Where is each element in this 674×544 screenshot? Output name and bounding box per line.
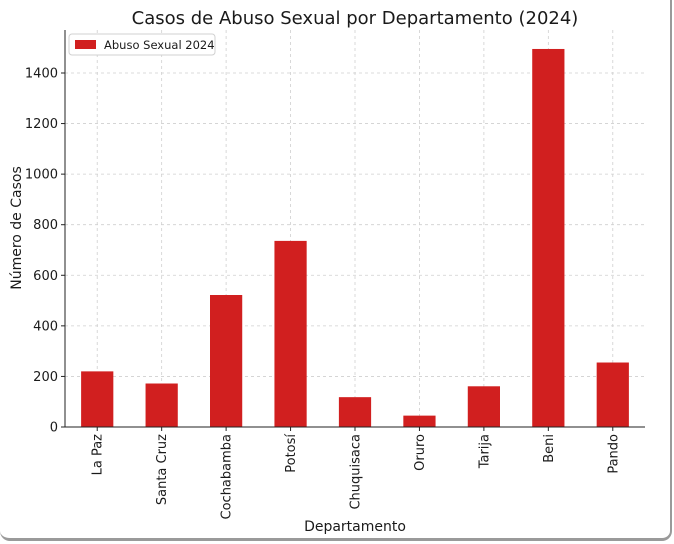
bar-1	[145, 383, 178, 427]
y-tick-label-1: 200	[33, 370, 58, 385]
x-tick-label-5: Oruro	[413, 434, 428, 471]
bar-5	[403, 415, 436, 427]
y-tick-label-0: 0	[50, 421, 58, 436]
x-tick-label-8: Pando	[606, 434, 621, 474]
chart-title: Casos de Abuso Sexual por Departamento (…	[132, 8, 579, 29]
x-tick-label-6: Tarija	[477, 434, 492, 469]
y-tick-label-5: 1000	[25, 168, 58, 183]
x-ticks: La Paz Santa Cruz Cochabamba Potosí Chuquisa…	[91, 427, 621, 519]
y-tick-label-6: 1200	[25, 117, 58, 132]
x-tick-label-3: Potosí	[284, 434, 299, 473]
x-tick-label-2: Cochabamba	[220, 434, 235, 519]
x-axis-label: Departamento	[304, 519, 406, 535]
y-axis-label: Número de Casos	[9, 166, 25, 290]
y-tick-label-2: 400	[33, 319, 58, 334]
x-tick-label-1: Santa Cruz	[155, 434, 170, 505]
bar-6	[467, 386, 500, 427]
bar-3	[274, 240, 307, 427]
bar-4	[338, 397, 372, 427]
legend-label: Abuso Sexual 2024	[104, 38, 215, 52]
y-tick-label-3: 600	[33, 269, 58, 284]
legend-swatch	[75, 40, 96, 49]
x-tick-label-4: Chuquisaca	[349, 434, 364, 510]
y-tick-label-4: 800	[33, 218, 58, 233]
bar-0	[81, 371, 114, 427]
bar-2	[210, 295, 243, 427]
bar-7	[532, 48, 565, 428]
grid	[65, 30, 645, 428]
bar-8	[596, 362, 629, 427]
x-tick-label-0: La Paz	[91, 434, 106, 476]
bars	[81, 48, 629, 428]
legend: Abuso Sexual 2024	[68, 33, 216, 56]
y-tick-label-7: 1400	[25, 66, 58, 81]
legend-box	[68, 33, 216, 56]
x-tick-label-7: Beni	[542, 434, 557, 463]
y-ticks: 0 200 400 600 800 1000 1200 1400	[25, 66, 65, 436]
